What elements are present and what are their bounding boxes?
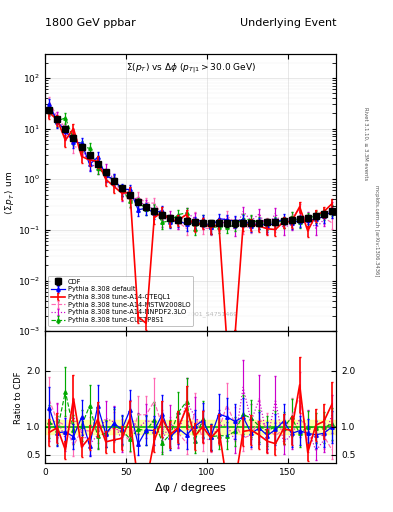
Y-axis label: Ratio to CDF: Ratio to CDF bbox=[14, 371, 23, 423]
Text: mcplots.cern.ch [arXiv:1306.3436]: mcplots.cern.ch [arXiv:1306.3436] bbox=[374, 185, 379, 276]
Text: Underlying Event: Underlying Event bbox=[239, 18, 336, 28]
Y-axis label: $\langle\,\Sigma p_T^{}\,\rangle$ um: $\langle\,\Sigma p_T^{}\,\rangle$ um bbox=[3, 170, 17, 215]
Text: CDF_2001_S4751469: CDF_2001_S4751469 bbox=[172, 312, 238, 317]
Text: Rivet 3.1.10, ≥ 3.3M events: Rivet 3.1.10, ≥ 3.3M events bbox=[363, 106, 368, 180]
X-axis label: Δφ / degrees: Δφ / degrees bbox=[155, 483, 226, 493]
Bar bbox=[45, 419, 336, 434]
Text: $\Sigma(p_T)$ vs $\Delta\phi$ ($p_{T|1} > 30.0$ GeV): $\Sigma(p_T)$ vs $\Delta\phi$ ($p_{T|1} … bbox=[126, 62, 255, 76]
Legend: CDF, Pythia 8.308 default, Pythia 8.308 tune-A14-CTEQL1, Pythia 8.308 tune-A14-M: CDF, Pythia 8.308 default, Pythia 8.308 … bbox=[48, 276, 193, 326]
Text: 1800 GeV ppbar: 1800 GeV ppbar bbox=[45, 18, 136, 28]
